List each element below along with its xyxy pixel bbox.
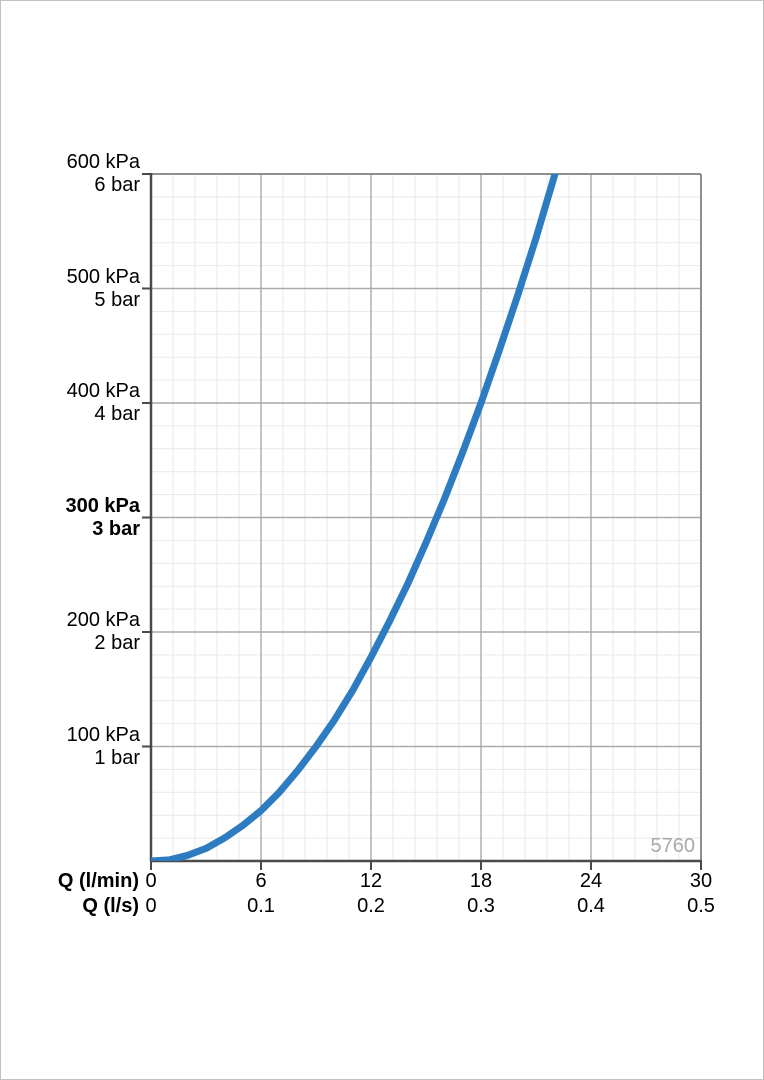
y-tick-label-600kpa: 600 kPa 6 bar bbox=[67, 151, 140, 197]
y-tick-label-kpa: 100 kPa bbox=[66, 723, 140, 746]
y-tick-label-bar: 5 bar bbox=[94, 288, 140, 311]
y-tick-label-bar: 1 bar bbox=[94, 746, 140, 769]
y-tick-label-100kpa: 100 kPa 1 bar bbox=[67, 724, 140, 770]
y-tick-label-kpa: 400 kPa bbox=[66, 380, 140, 402]
y-tick-label-300kpa: 300 kPa 3 bar bbox=[65, 495, 140, 541]
x-tick-label-lmin-0: 0 bbox=[145, 870, 157, 892]
y-tick-label-200kpa: 200 kPa 2 bar bbox=[67, 609, 140, 655]
x-tick-label-ls-0.3: 0.3 bbox=[467, 895, 495, 917]
x-tick-label-ls-0.2: 0.2 bbox=[357, 895, 385, 917]
x-axis-unit-label-ls: Q (l/s) bbox=[82, 895, 139, 917]
x-tick-label-ls-0.1: 0.1 bbox=[247, 895, 275, 917]
y-tick-label-500kpa: 500 kPa 5 bar bbox=[67, 266, 140, 312]
y-tick-label-400kpa: 400 kPa 4 bar bbox=[67, 380, 140, 426]
diagram-reference-number: 5760 bbox=[650, 835, 696, 857]
flow-pressure-curve bbox=[151, 174, 559, 861]
x-tick-label-lmin-24: 24 bbox=[579, 870, 603, 892]
x-tick-label-lmin-18: 18 bbox=[469, 870, 493, 892]
y-tick-label-bar: 6 bar bbox=[94, 174, 140, 196]
y-tick-label-kpa: 500 kPa bbox=[66, 265, 140, 288]
x-tick-label-ls-0: 0 bbox=[145, 895, 157, 917]
y-tick-label-bar: 4 bar bbox=[94, 403, 140, 425]
y-tick-label-kpa: 600 kPa bbox=[66, 151, 140, 173]
y-tick-label-bar: 2 bar bbox=[94, 632, 140, 654]
x-tick-label-lmin-30: 30 bbox=[689, 870, 713, 892]
x-axis-unit-label-lmin: Q (l/min) bbox=[57, 870, 139, 892]
x-tick-label-lmin-6: 6 bbox=[255, 870, 267, 892]
y-tick-label-bar: 3 bar bbox=[92, 517, 140, 540]
x-tick-label-ls-0.4: 0.4 bbox=[577, 895, 605, 917]
x-tick-label-lmin-12: 12 bbox=[359, 870, 383, 892]
y-tick-label-kpa: 200 kPa bbox=[66, 609, 140, 631]
x-tick-label-ls-0.5: 0.5 bbox=[687, 895, 715, 917]
y-tick-label-kpa: 300 kPa bbox=[65, 494, 140, 517]
